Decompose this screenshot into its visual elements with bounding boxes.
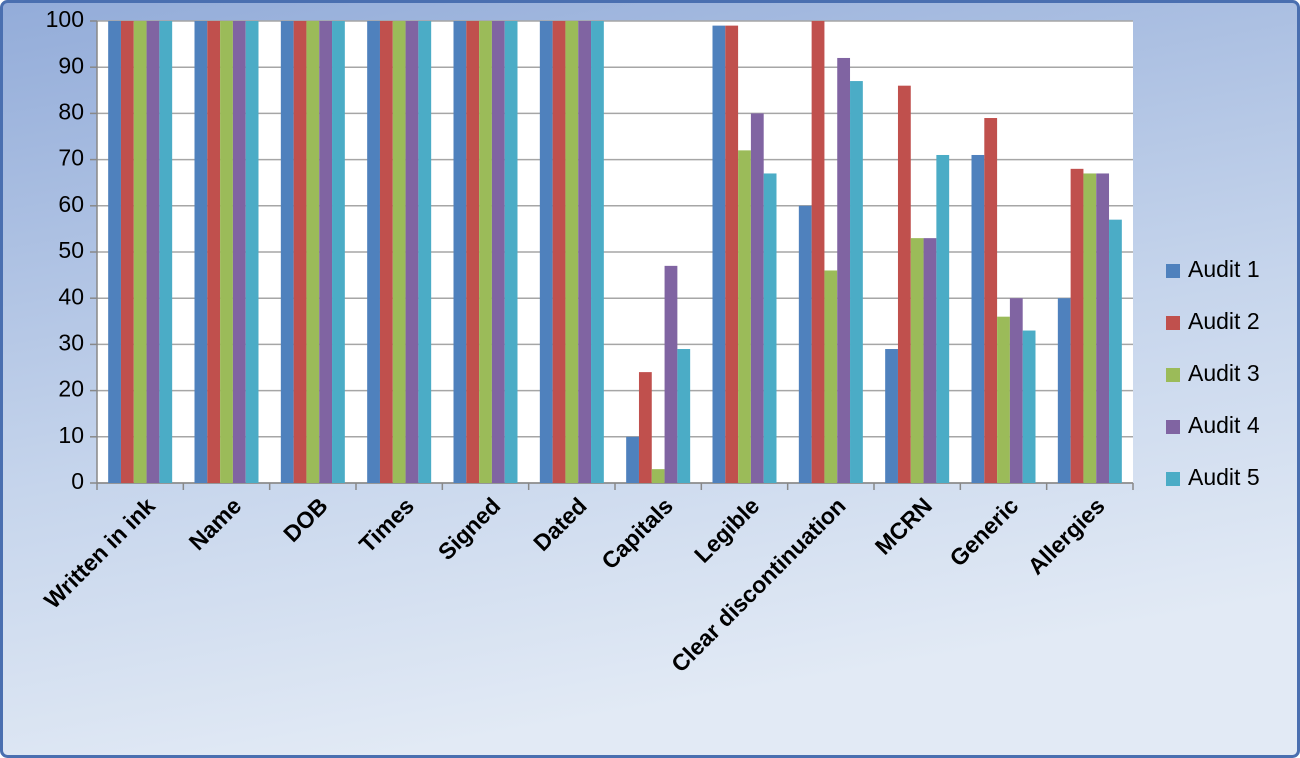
legend-label: Audit 5: [1188, 464, 1260, 490]
bar: [626, 436, 639, 483]
bar: [120, 21, 134, 483]
y-tick-label: 10: [58, 422, 84, 448]
bar: [108, 21, 121, 483]
bar: [897, 85, 911, 484]
bar: [466, 21, 480, 483]
y-tick-label: 20: [58, 376, 84, 402]
bar: [245, 21, 259, 483]
bar: [418, 21, 432, 483]
legend-label: Audit 2: [1188, 308, 1260, 334]
bar: [763, 173, 777, 483]
bar: [1057, 298, 1071, 483]
bar: [332, 21, 345, 483]
bar: [146, 21, 160, 483]
bar: [971, 154, 985, 484]
bar: [798, 205, 812, 484]
bar: [738, 150, 751, 484]
bar: [565, 21, 579, 483]
bar: [750, 113, 764, 484]
bar: [1070, 168, 1084, 483]
bar: [159, 21, 173, 483]
bar: [923, 238, 937, 483]
bar: [677, 349, 691, 483]
bar: [811, 21, 825, 483]
bar: [194, 21, 208, 483]
legend-swatch: [1166, 472, 1180, 486]
bar: [232, 21, 246, 483]
bar: [491, 21, 505, 483]
bar: [379, 21, 393, 483]
bar: [367, 21, 380, 483]
legend-label: Audit 1: [1188, 256, 1260, 282]
bar: [837, 57, 851, 484]
bar: [910, 238, 924, 483]
bar: [664, 265, 678, 483]
y-tick-label: 80: [58, 98, 84, 124]
bar: [651, 469, 665, 483]
bar: [280, 21, 294, 483]
bar: [293, 21, 307, 483]
bar: [997, 316, 1010, 483]
bar: [539, 21, 553, 483]
bar: [220, 21, 233, 483]
bar: [1009, 298, 1023, 483]
bar: [712, 25, 726, 484]
bar: [984, 118, 998, 484]
y-tick-label: 90: [58, 52, 84, 78]
bar: [392, 21, 406, 483]
bar: [504, 21, 518, 483]
y-tick-label: 50: [58, 237, 84, 263]
bar: [306, 21, 320, 483]
y-tick-label: 60: [58, 191, 84, 217]
y-tick-label: 30: [58, 329, 84, 355]
legend-swatch: [1166, 420, 1180, 434]
legend-label: Audit 4: [1188, 412, 1260, 438]
bar: [824, 270, 838, 483]
y-tick-label: 40: [58, 283, 84, 309]
bar: [207, 21, 221, 483]
bar: [319, 21, 333, 483]
bar: [1022, 330, 1036, 483]
bar: [885, 349, 898, 483]
bar: [591, 21, 604, 483]
legend-swatch: [1166, 316, 1180, 330]
bar: [936, 154, 950, 484]
bar: [479, 21, 492, 483]
legend-label: Audit 3: [1188, 360, 1260, 386]
bar: [638, 372, 652, 483]
bar: [1109, 219, 1122, 483]
bar: [1083, 173, 1097, 483]
bar: [1096, 173, 1110, 483]
legend-swatch: [1166, 368, 1180, 382]
y-tick-label: 100: [46, 6, 84, 32]
y-tick-label: 70: [58, 145, 84, 171]
bar: [133, 21, 147, 483]
legend-swatch: [1166, 264, 1180, 278]
bar: [578, 21, 592, 483]
bar: [453, 21, 467, 483]
bar: [405, 21, 419, 483]
bar: [552, 21, 566, 483]
y-tick-label: 0: [71, 468, 84, 494]
bar: [725, 25, 739, 484]
bar: [850, 81, 863, 483]
